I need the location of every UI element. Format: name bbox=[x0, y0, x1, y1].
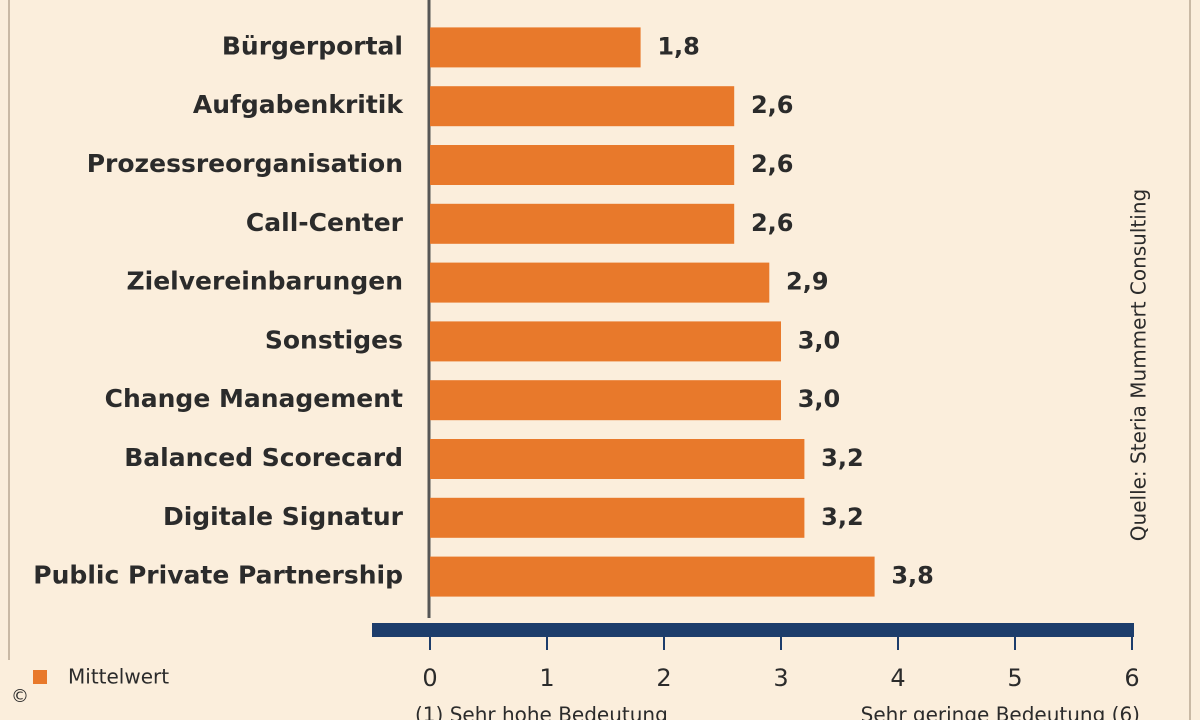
category-label: Bürgerportal bbox=[222, 31, 403, 60]
x-tick-label: 5 bbox=[1007, 664, 1022, 692]
value-label: 3,0 bbox=[798, 385, 841, 413]
x-tick-label: 1 bbox=[539, 664, 554, 692]
bar bbox=[430, 321, 781, 362]
legend-label: Mittelwert bbox=[68, 665, 169, 689]
value-label: 3,2 bbox=[821, 503, 864, 531]
x-tick-label: 0 bbox=[422, 664, 437, 692]
bar bbox=[430, 145, 735, 185]
category-label: Prozessreorganisation bbox=[87, 149, 403, 178]
bar bbox=[430, 262, 770, 303]
source: Quelle: Steria Mummert Consulting bbox=[1127, 189, 1151, 541]
bar bbox=[430, 439, 805, 479]
bar bbox=[430, 497, 805, 538]
category-label: Digitale Signatur bbox=[163, 502, 404, 531]
bar bbox=[430, 86, 735, 127]
category-label: Change Management bbox=[105, 384, 403, 413]
value-label: 3,2 bbox=[821, 444, 864, 472]
category-label: Call-Center bbox=[246, 208, 404, 237]
value-label: 3,0 bbox=[798, 326, 841, 354]
x-tick-label: 6 bbox=[1124, 664, 1139, 692]
bar bbox=[430, 27, 641, 68]
copyright: © bbox=[11, 686, 29, 707]
x-tick-label: 2 bbox=[656, 664, 671, 692]
bar bbox=[430, 556, 875, 597]
value-label: 1,8 bbox=[657, 32, 700, 60]
category-label: Zielvereinbarungen bbox=[127, 267, 403, 296]
value-label: 3,8 bbox=[891, 562, 934, 590]
value-label: 2,9 bbox=[786, 268, 829, 296]
category-label: Sonstiges bbox=[265, 325, 403, 354]
bar bbox=[430, 203, 735, 244]
value-label: 2,6 bbox=[751, 150, 794, 178]
x-axis-band bbox=[372, 623, 1134, 637]
category-label: Balanced Scorecard bbox=[124, 443, 403, 472]
x-axis-label: (1) Sehr hohe Bedeutung bbox=[415, 703, 668, 720]
x-tick-label: 4 bbox=[890, 664, 905, 692]
legend-swatch bbox=[33, 670, 47, 684]
x-axis-label: Sehr geringe Bedeutung (6) bbox=[861, 703, 1140, 720]
value-label: 2,6 bbox=[751, 91, 794, 119]
category-label: Aufgabenkritik bbox=[193, 90, 404, 119]
x-tick-label: 3 bbox=[773, 664, 788, 692]
value-label: 2,6 bbox=[751, 209, 794, 237]
bar bbox=[430, 380, 781, 421]
category-label: Public Private Partnership bbox=[33, 561, 403, 590]
